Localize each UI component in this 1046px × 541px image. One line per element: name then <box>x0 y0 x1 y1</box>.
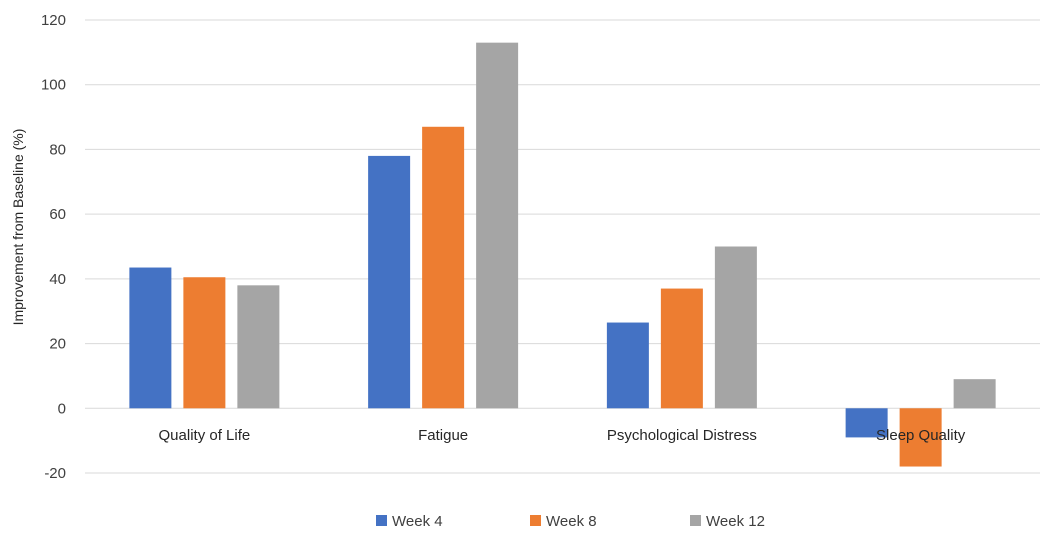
bar <box>899 408 942 467</box>
legend-label: Week 12 <box>706 513 765 530</box>
category-label: Quality of Life <box>159 427 251 444</box>
legend-swatch <box>530 515 541 526</box>
y-axis-title: Improvement from Baseline (%) <box>10 129 26 326</box>
bar <box>845 408 888 438</box>
category-label: Psychological Distress <box>607 427 757 444</box>
bar <box>368 155 411 409</box>
legend: Week 4 Week 8 Week 12 <box>376 513 765 530</box>
y-tick-label: 0 <box>58 400 66 417</box>
category-label: Sleep Quality <box>876 427 966 444</box>
legend-label: Week 4 <box>392 513 443 530</box>
bars <box>129 42 996 467</box>
y-tick-label: 100 <box>41 77 66 94</box>
y-tick-label: 120 <box>41 12 66 29</box>
y-tick-label: 80 <box>49 141 66 158</box>
bar <box>183 277 226 409</box>
bar <box>129 267 172 409</box>
y-tick-label: -20 <box>44 465 66 482</box>
category-labels: Quality of Life Fatigue Psychological Dist… <box>159 427 966 444</box>
bar <box>422 126 465 409</box>
y-axis-ticks: -20 0 20 40 60 80 100 120 <box>41 12 66 482</box>
bar <box>237 285 280 409</box>
bar <box>606 322 649 409</box>
bar <box>953 379 996 409</box>
legend-label: Week 8 <box>546 513 597 530</box>
y-tick-label: 40 <box>49 271 66 288</box>
bar <box>714 246 757 409</box>
category-label: Fatigue <box>418 427 468 444</box>
legend-swatch <box>690 515 701 526</box>
bar <box>660 288 703 409</box>
y-tick-label: 20 <box>49 336 66 353</box>
y-tick-label: 60 <box>49 206 66 223</box>
bar <box>476 42 519 409</box>
gridlines <box>85 19 1040 474</box>
legend-swatch <box>376 515 387 526</box>
